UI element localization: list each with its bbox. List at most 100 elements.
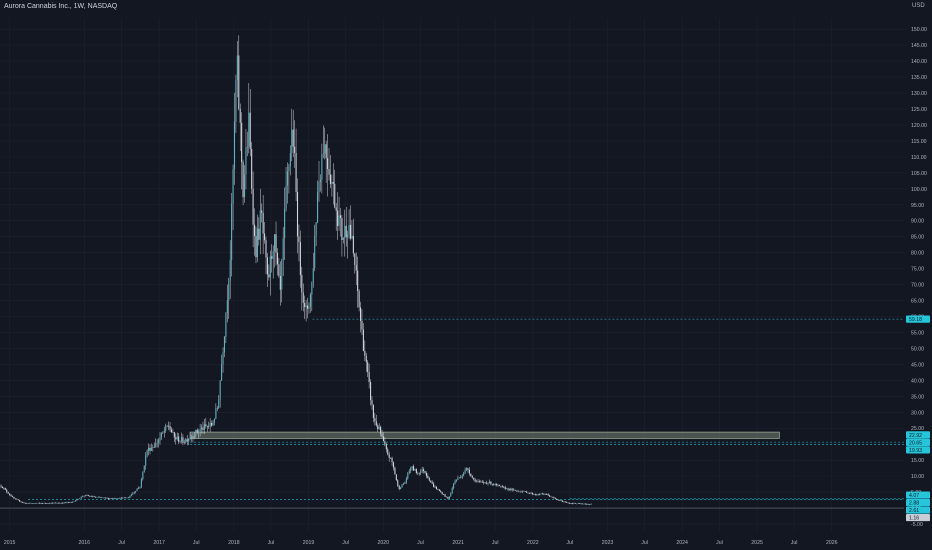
candle-body (166, 425, 168, 427)
candle-body (126, 497, 128, 499)
candle-body (30, 502, 32, 504)
candle-body (156, 443, 158, 444)
candle-body (494, 484, 496, 485)
candle-body (73, 501, 75, 503)
candle-body (175, 437, 177, 440)
candle-body (577, 503, 579, 504)
candle-body (24, 502, 26, 504)
candle-body (203, 424, 205, 430)
candle-body (179, 441, 181, 442)
candle-body (460, 477, 462, 479)
candle-body (196, 429, 198, 433)
x-tick-label: 2022 (527, 540, 539, 546)
candle-body (587, 504, 589, 505)
y-tick-label: 150.00 (911, 27, 927, 33)
candle-body (415, 469, 417, 473)
candle-body (347, 234, 349, 238)
candle-body (443, 494, 445, 495)
candle-body (308, 306, 310, 309)
candle-body (69, 502, 71, 503)
candle-body (434, 486, 436, 488)
candle-body (199, 429, 201, 432)
candle-body (246, 146, 248, 148)
candle-body (311, 282, 313, 295)
candle-body (289, 153, 291, 166)
candle-body (31, 503, 34, 504)
candle-body (292, 129, 294, 147)
candle-body (518, 491, 521, 493)
candle-body (319, 179, 321, 182)
candle-body (412, 466, 415, 471)
x-tick-label: 2016 (79, 540, 91, 546)
y-tick-label: 110.00 (911, 155, 927, 161)
candle-body (49, 503, 51, 504)
candle-body (211, 422, 213, 426)
candle-body (23, 502, 25, 504)
y-tick-label: 100.00 (911, 187, 927, 193)
candle-body (9, 493, 11, 495)
candle-body (208, 426, 210, 427)
candle-body (216, 407, 218, 409)
candle-body (29, 502, 31, 504)
x-tick-label: Jul (417, 540, 424, 546)
y-tick-label: 30.00 (911, 410, 924, 416)
candle-body (321, 154, 323, 180)
candle-body (180, 437, 183, 442)
candle-body (160, 433, 162, 438)
candle-body (424, 471, 426, 473)
candle-body (560, 500, 562, 501)
drawing-overlays[interactable] (0, 318, 904, 509)
candle-body (50, 503, 52, 504)
candle-body (348, 224, 350, 235)
candle-body (239, 108, 241, 123)
candle-body (74, 500, 77, 502)
candle-body (133, 492, 135, 494)
candle-body (367, 362, 369, 373)
candle-body (33, 503, 35, 504)
candle-body (487, 482, 489, 484)
candle-body (408, 470, 410, 474)
candle-body (10, 494, 12, 497)
price-axis[interactable]: -5.000.005.0010.0015.0020.0025.0030.0035… (906, 27, 930, 528)
x-tick-label: Jul (641, 540, 648, 546)
candle-body (527, 492, 529, 494)
candle-body (569, 503, 571, 504)
candle-body (370, 382, 372, 401)
candle-body (483, 482, 485, 483)
candle-body (200, 427, 203, 430)
y-tick-label: 80.00 (911, 251, 924, 257)
time-axis[interactable]: 2015 2016 Jul 2017 Jul 2018 Jul 2019 Jul 2020 Jul 2… (4, 540, 838, 546)
candle-body (463, 473, 465, 476)
y-tick-label: 145.00 (911, 43, 927, 49)
candle-body (461, 475, 463, 478)
price-label: 22.92 (909, 433, 922, 439)
candle-body (252, 188, 254, 225)
candle-body (516, 490, 518, 492)
candle-body (566, 501, 568, 503)
candle-body (354, 253, 356, 266)
candle-body (425, 472, 427, 476)
y-tick-label: 125.00 (911, 107, 927, 113)
y-tick-label: 140.00 (911, 59, 927, 65)
candle-body (557, 499, 559, 501)
candle-body (116, 498, 118, 500)
candle-body (262, 212, 264, 234)
candle-body (468, 469, 470, 474)
candle-body (327, 158, 329, 170)
candle-body (298, 236, 300, 243)
candle-body (375, 421, 377, 426)
candle-body (117, 498, 120, 500)
price-label: 2.61 (909, 508, 919, 514)
candle-body (192, 436, 194, 438)
candle-body (274, 234, 276, 252)
candle-body (112, 498, 114, 499)
candle-body (339, 215, 342, 218)
candle-body (377, 425, 379, 430)
candle-body (529, 492, 531, 494)
candle-body (506, 488, 508, 489)
candle-body (259, 210, 261, 240)
candle-body (341, 217, 343, 240)
candle-body (261, 210, 263, 213)
candle-body (168, 425, 170, 427)
